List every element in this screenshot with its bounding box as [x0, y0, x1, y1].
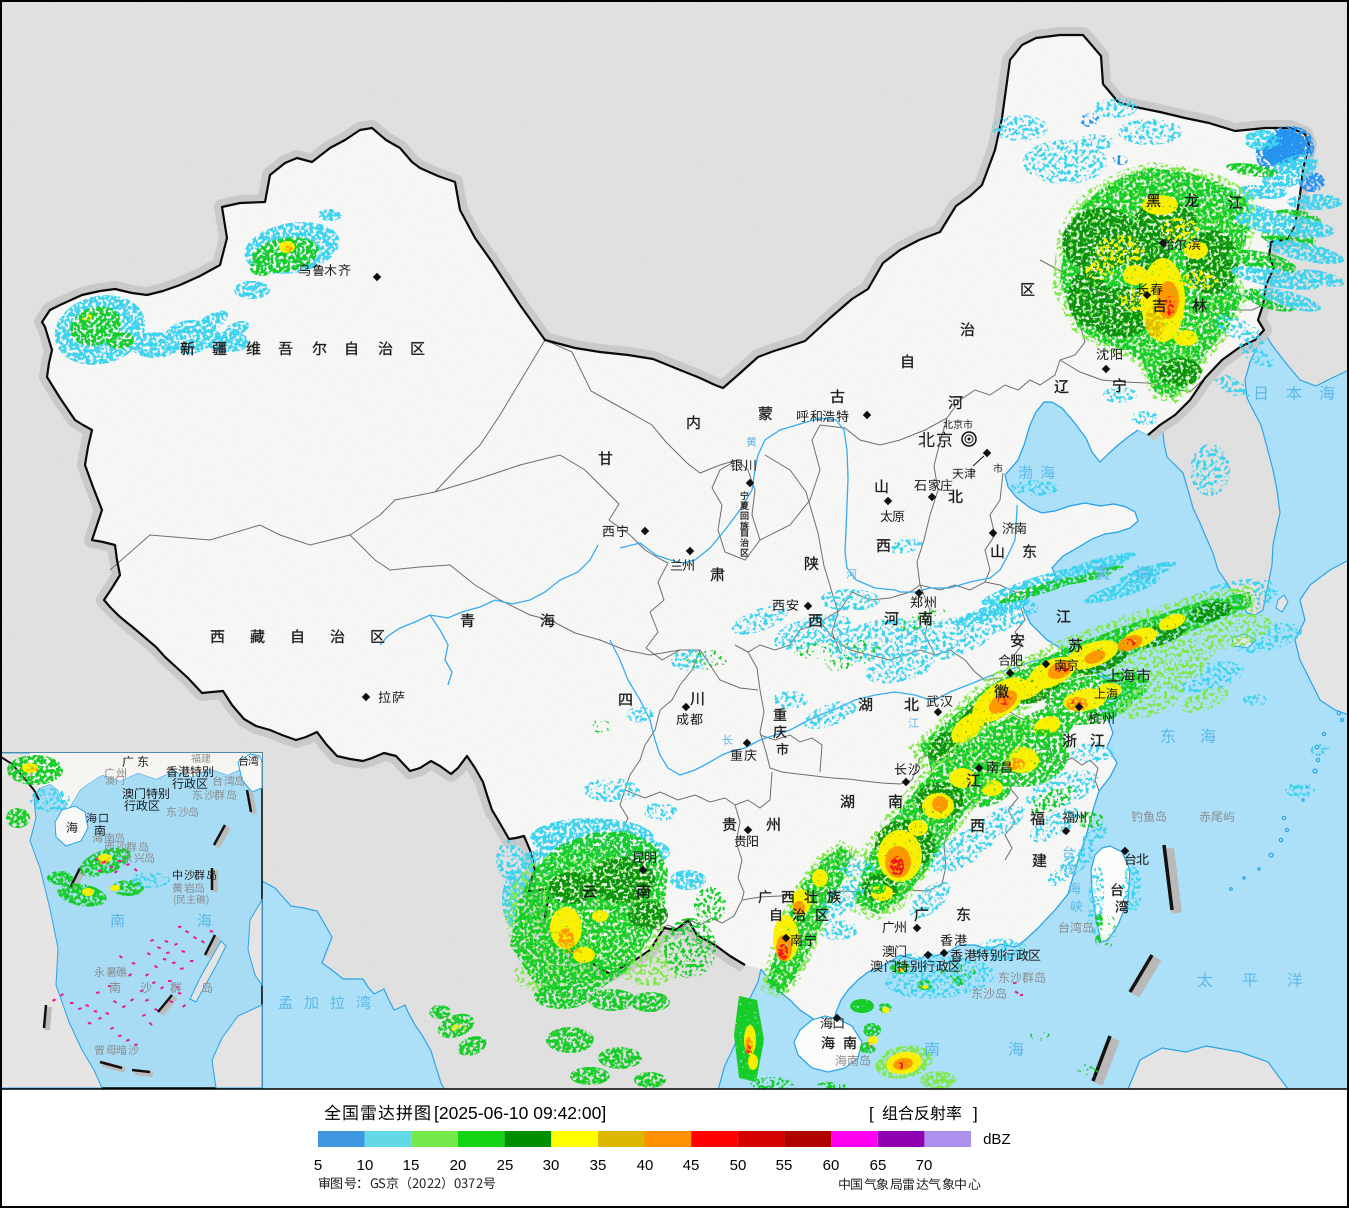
svg-text:dBZ: dBZ	[983, 1131, 1011, 1148]
svg-text:15: 15	[403, 1157, 420, 1174]
svg-text:50: 50	[730, 1157, 747, 1174]
svg-text:35: 35	[590, 1157, 607, 1174]
svg-text:30: 30	[543, 1157, 560, 1174]
svg-text:10: 10	[357, 1157, 374, 1174]
svg-text:65: 65	[870, 1157, 887, 1174]
svg-text:70: 70	[916, 1157, 933, 1174]
svg-text:[2025-06-10 09:42:00]: [2025-06-10 09:42:00]	[434, 1103, 606, 1123]
svg-text:45: 45	[683, 1157, 700, 1174]
svg-text:60: 60	[823, 1157, 840, 1174]
svg-text:5: 5	[314, 1157, 322, 1174]
svg-text:20: 20	[450, 1157, 467, 1174]
svg-text:40: 40	[637, 1157, 654, 1174]
svg-text:55: 55	[776, 1157, 793, 1174]
svg-text:]: ]	[973, 1104, 978, 1123]
svg-text:25: 25	[497, 1157, 514, 1174]
svg-text:[: [	[869, 1104, 874, 1123]
